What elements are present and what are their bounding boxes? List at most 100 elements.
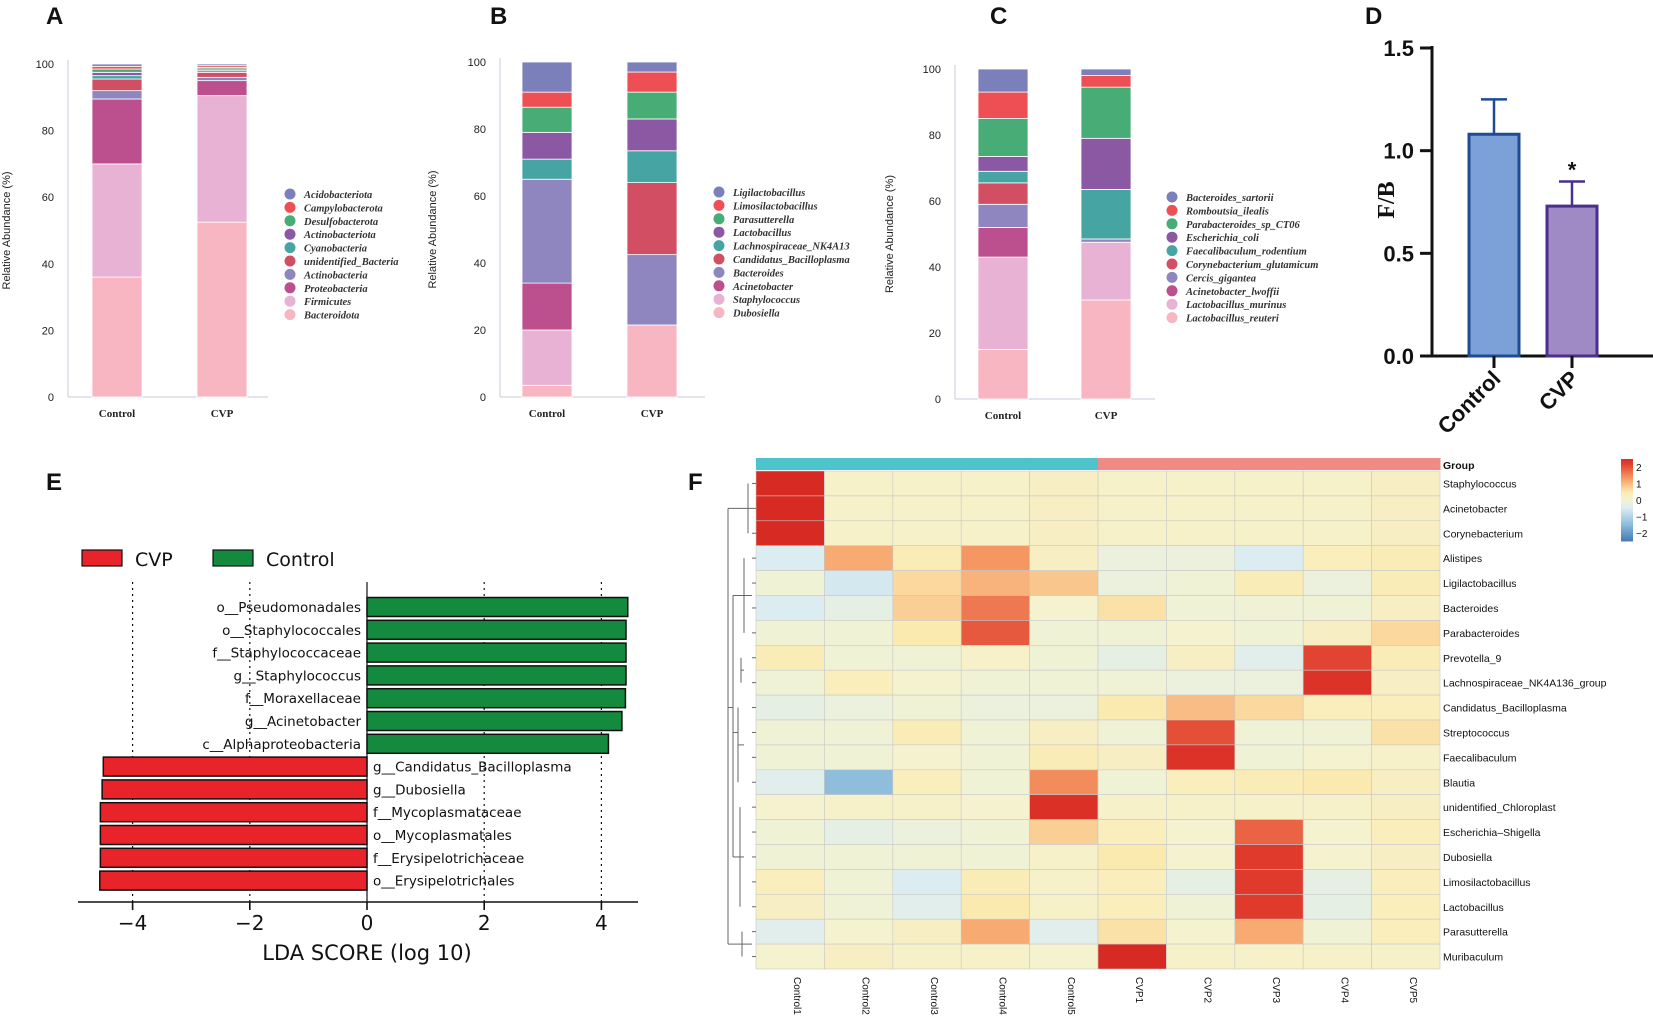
legend-swatch xyxy=(713,266,725,278)
heatmap-cell xyxy=(824,470,894,497)
y-tick-label: 0.0 xyxy=(1383,344,1414,369)
y-tick-label: 40 xyxy=(474,258,486,270)
stacked-bar-segment xyxy=(91,163,143,278)
colorbar-segment xyxy=(1621,528,1633,532)
panel-label-d: D xyxy=(1365,3,1382,30)
heatmap-cell xyxy=(1029,495,1099,522)
heatmap-cell xyxy=(960,694,1030,721)
heatmap-cell xyxy=(1302,744,1372,771)
lda-bar-label: g__Staphylococcus xyxy=(234,668,361,684)
heatmap-row-label: Candidatus_Bacilloplasma xyxy=(1443,703,1567,715)
x-category-label: Control xyxy=(529,408,565,420)
heatmap-cell xyxy=(1234,644,1304,671)
heatmap-row-label: Dubosiella xyxy=(1443,852,1492,864)
stacked-bar-segment xyxy=(196,76,248,82)
heatmap-cell xyxy=(1097,844,1167,870)
stacked-bar-segment xyxy=(977,68,1029,93)
heatmap-cell xyxy=(1234,620,1304,646)
heatmap-row-label: Bacteroides xyxy=(1443,603,1498,615)
heatmap-cell xyxy=(1302,794,1372,820)
lda-bar xyxy=(366,733,610,755)
stacked-bar-segment xyxy=(1080,189,1132,240)
heatmap-cell xyxy=(1029,694,1099,721)
stacked-bar-segment xyxy=(977,182,1029,205)
colorbar-tick-label: 0 xyxy=(1636,496,1642,507)
heatmap-cell xyxy=(1097,470,1167,497)
heatmap-cell xyxy=(755,943,825,970)
heatmap-cell xyxy=(892,545,962,571)
heatmap-cell xyxy=(1029,620,1099,646)
stacked-bar-segment xyxy=(91,276,143,398)
heatmap-row-label: Acinetobacter xyxy=(1443,503,1508,515)
panel-label-b: B xyxy=(490,3,507,30)
legend-swatch xyxy=(713,280,725,292)
heatmap-cell xyxy=(892,595,962,621)
colorbar-segment xyxy=(1621,510,1633,513)
heatmap-cell xyxy=(1029,669,1099,696)
x-category-label: Control xyxy=(1433,366,1506,439)
heatmap-cell xyxy=(824,644,894,671)
legend-swatch xyxy=(1166,271,1178,283)
heatmap-cell xyxy=(1029,545,1099,571)
heatmap-cell xyxy=(892,794,962,820)
heatmap-row-label: Corynebacterium xyxy=(1443,528,1523,540)
heatmap-cell xyxy=(892,869,962,895)
group-color-cell xyxy=(1303,458,1373,470)
legend-label: CVP xyxy=(135,549,173,571)
heatmap-cell xyxy=(1371,893,1441,920)
heatmap-cell xyxy=(1302,844,1372,870)
heatmap-row-label: Faecalibaculum xyxy=(1443,752,1517,764)
y-tick-label: 0 xyxy=(935,394,941,406)
heatmap-cell xyxy=(1371,918,1441,945)
group-color-cell xyxy=(1098,458,1167,470)
legend-swatch xyxy=(1166,312,1178,324)
heatmap-cell xyxy=(755,918,825,945)
lda-bar xyxy=(366,642,627,663)
heatmap-cell xyxy=(1097,869,1167,895)
colorbar-segment xyxy=(1621,473,1633,476)
heatmap-cell xyxy=(960,869,1030,895)
stacked-bar-segment xyxy=(1080,68,1132,76)
y-tick-label: 40 xyxy=(929,262,941,274)
heatmap-cell xyxy=(1302,620,1372,646)
legend-label: Candidatus_Bacilloplasma xyxy=(733,255,850,266)
stacked-bar-segment xyxy=(196,80,248,97)
colorbar-segment xyxy=(1621,461,1633,464)
lda-bar-label: g__Dubosiella xyxy=(373,782,466,798)
legend-label: Corynebacterium_glutamicum xyxy=(1186,260,1318,271)
heatmap-cell xyxy=(755,520,825,546)
heatmap-cell xyxy=(1029,470,1099,497)
heatmap-cell xyxy=(1371,719,1441,746)
colorbar-segment xyxy=(1621,530,1633,534)
heatmap-cell xyxy=(1166,570,1236,596)
x-category-label: Control xyxy=(99,408,135,420)
lda-bar xyxy=(99,870,368,891)
stacked-bar-segment xyxy=(91,63,143,67)
panel-label-a: A xyxy=(46,3,63,30)
heatmap-column-label: Control1 xyxy=(791,977,802,1015)
colorbar-segment xyxy=(1621,493,1633,497)
legend-swatch xyxy=(284,295,296,307)
heatmap-cell xyxy=(1302,694,1372,721)
colorbar-segment xyxy=(1621,518,1633,521)
colorbar-segment xyxy=(1621,485,1633,489)
stacked-bar-segment xyxy=(1080,241,1132,301)
y-tick-label: 80 xyxy=(42,126,54,138)
lda-bar-label: g__Acinetobacter xyxy=(245,714,362,730)
heatmap-cell xyxy=(960,669,1030,696)
stacked-bar-segment xyxy=(626,91,678,120)
heatmap-cell xyxy=(1097,943,1167,970)
colorbar-segment xyxy=(1621,516,1633,519)
lda-bar xyxy=(366,665,627,686)
heatmap-cell xyxy=(1302,719,1372,746)
lda-bar-label: c__Alphaproteobacteria xyxy=(202,737,361,753)
y-tick-label: 100 xyxy=(36,59,54,71)
heatmap-column-label: CVP5 xyxy=(1407,977,1418,1004)
x-tick-label: 2 xyxy=(478,911,491,935)
legend-label: Acinetobacter_lwoffii xyxy=(1185,287,1279,298)
heatmap-cell xyxy=(1097,694,1167,721)
legend-label: Parasutterella xyxy=(733,215,794,226)
heatmap-cell xyxy=(1166,769,1236,795)
heatmap-cell xyxy=(755,644,825,671)
